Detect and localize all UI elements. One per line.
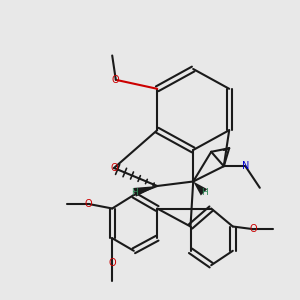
Polygon shape — [134, 186, 157, 196]
Text: N: N — [242, 161, 249, 171]
Text: O: O — [85, 199, 93, 209]
Text: H: H — [131, 188, 138, 197]
Polygon shape — [193, 182, 207, 196]
Text: H: H — [201, 188, 207, 197]
Text: O: O — [108, 257, 116, 268]
Text: O: O — [110, 163, 118, 173]
Text: O: O — [250, 224, 257, 234]
Text: O: O — [112, 75, 120, 85]
